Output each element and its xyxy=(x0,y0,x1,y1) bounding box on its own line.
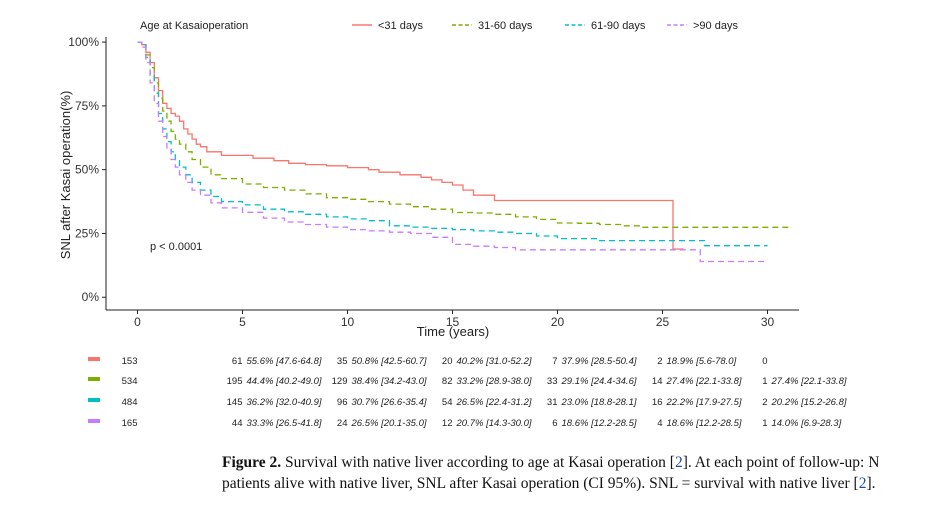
caption-text-1: Survival with native liver according to … xyxy=(281,454,675,471)
p-value-annotation: p < 0.0001 xyxy=(150,241,202,253)
legend-label: <31 days xyxy=(378,20,423,32)
risk-count: 534 xyxy=(122,376,138,387)
risk-count: 54 xyxy=(442,397,453,408)
caption-text-3: ]. xyxy=(866,475,876,492)
x-tick-label: 5 xyxy=(239,315,246,329)
risk-count: 61 xyxy=(232,356,243,367)
risk-count: 20 xyxy=(442,356,453,367)
risk-count: 35 xyxy=(337,356,348,367)
caption-label: Figure 2. xyxy=(222,454,282,471)
x-tick-label: 30 xyxy=(761,315,775,329)
risk-survival-ci: 20.2% [15.2-26.8] xyxy=(771,397,847,408)
caption-text-2: ]. At each point of follow-up: N patient… xyxy=(222,454,880,492)
risk-count: 33 xyxy=(547,376,558,387)
risk-survival-ci: 44.4% [40.2-49.0] xyxy=(247,376,322,387)
risk-count: 153 xyxy=(122,356,138,367)
risk-survival-ci: 29.1% [24.4-34.6] xyxy=(561,376,637,387)
risk-count: 2 xyxy=(657,356,662,367)
risk-survival-ci: 50.8% [42.5-60.7] xyxy=(352,356,427,367)
legend-label: >90 days xyxy=(693,20,738,32)
risk-count: 129 xyxy=(332,376,348,387)
risk-count: 4 xyxy=(657,418,662,429)
legend-title: Age at Kasaioperation xyxy=(140,20,248,32)
risk-survival-ci: 18.6% [12.2-28.5] xyxy=(667,418,742,429)
risk-count: 82 xyxy=(442,376,453,387)
y-tick-label: 25% xyxy=(75,226,99,240)
series-line xyxy=(137,41,768,247)
caption-ref-1[interactable]: 2 xyxy=(674,454,683,471)
risk-row-key xyxy=(88,357,100,361)
risk-survival-ci: 14.0% [6.9-28.3] xyxy=(772,418,842,429)
risk-survival-ci: 33.3% [26.5-41.8] xyxy=(247,418,322,429)
risk-survival-ci: 30.7% [26.6-35.4] xyxy=(352,397,427,408)
risk-count: 96 xyxy=(337,397,348,408)
risk-count: 12 xyxy=(442,418,453,429)
survival-chart: Age at Kasaioperation <31 days 31-60 days… xyxy=(58,20,847,429)
risk-row-key xyxy=(88,377,100,381)
risk-survival-ci: 37.9% [28.5-50.4] xyxy=(562,356,637,367)
risk-count: 24 xyxy=(337,418,348,429)
risk-table: 153 61 55.6% [47.6-64.8] 35 50.8% [42.5-60.7… xyxy=(88,356,847,429)
risk-survival-ci: 18.9% [5.6-78.0] xyxy=(667,356,737,367)
risk-survival-ci: 40.2% [31.0-52.2] xyxy=(457,356,532,367)
series-line xyxy=(137,41,789,228)
figure-caption: Figure 2. Survival with native liver acc… xyxy=(222,452,912,494)
axes: 0% 25% 50% 75% 100% 0 5 10 15 20 25 30 xyxy=(68,35,799,329)
y-tick-label: 50% xyxy=(75,163,99,177)
y-tick-label: 100% xyxy=(68,35,99,49)
risk-row-key xyxy=(88,398,100,402)
y-tick-label: 75% xyxy=(75,99,99,113)
risk-count: 0 xyxy=(762,356,767,367)
series-line xyxy=(137,41,684,250)
caption-ref-2[interactable]: 2 xyxy=(858,475,867,492)
x-tick-label: 10 xyxy=(341,315,355,329)
x-tick-label: 0 xyxy=(134,315,141,329)
risk-count: 7 xyxy=(552,356,557,367)
risk-survival-ci: 55.6% [47.6-64.8] xyxy=(247,356,322,367)
legend: Age at Kasaioperation <31 days 31-60 days… xyxy=(140,20,738,32)
risk-count: 44 xyxy=(232,418,243,429)
risk-count: 165 xyxy=(122,418,138,429)
risk-survival-ci: 26.5% [20.1-35.0] xyxy=(351,418,427,429)
risk-count: 195 xyxy=(227,376,243,387)
risk-survival-ci: 23.0% [18.8-28.1] xyxy=(561,397,637,408)
risk-count: 2 xyxy=(762,397,767,408)
risk-count: 6 xyxy=(552,418,557,429)
risk-survival-ci: 27.4% [22.1-33.8] xyxy=(666,376,742,387)
x-tick-label: 15 xyxy=(446,315,460,329)
legend-label: 61-90 days xyxy=(591,20,646,32)
risk-count: 16 xyxy=(652,397,663,408)
y-axis-title: SNL after Kasai operation(%) xyxy=(58,91,73,260)
risk-count: 31 xyxy=(547,397,558,408)
plot-lines xyxy=(137,41,789,263)
y-tick-label: 0% xyxy=(82,290,100,304)
risk-survival-ci: 26.5% [22.4-31.2] xyxy=(456,397,532,408)
risk-survival-ci: 20.7% [14.3-30.0] xyxy=(456,418,532,429)
x-axis-title: Time (years) xyxy=(417,324,489,339)
risk-row-key xyxy=(88,419,100,423)
risk-count: 484 xyxy=(122,397,138,408)
risk-survival-ci: 22.2% [17.9-27.5] xyxy=(666,397,742,408)
risk-survival-ci: 38.4% [34.2-43.0] xyxy=(352,376,427,387)
x-tick-label: 20 xyxy=(551,315,565,329)
risk-count: 145 xyxy=(227,397,243,408)
risk-survival-ci: 33.2% [28.9-38.0] xyxy=(457,376,532,387)
risk-count: 1 xyxy=(762,418,767,429)
risk-count: 1 xyxy=(762,376,767,387)
risk-survival-ci: 27.4% [22.1-33.8] xyxy=(771,376,847,387)
risk-survival-ci: 36.2% [32.0-40.9] xyxy=(247,397,322,408)
risk-survival-ci: 18.6% [12.2-28.5] xyxy=(562,418,637,429)
x-tick-label: 25 xyxy=(656,315,670,329)
legend-label: 31-60 days xyxy=(478,20,533,32)
risk-count: 14 xyxy=(652,376,663,387)
